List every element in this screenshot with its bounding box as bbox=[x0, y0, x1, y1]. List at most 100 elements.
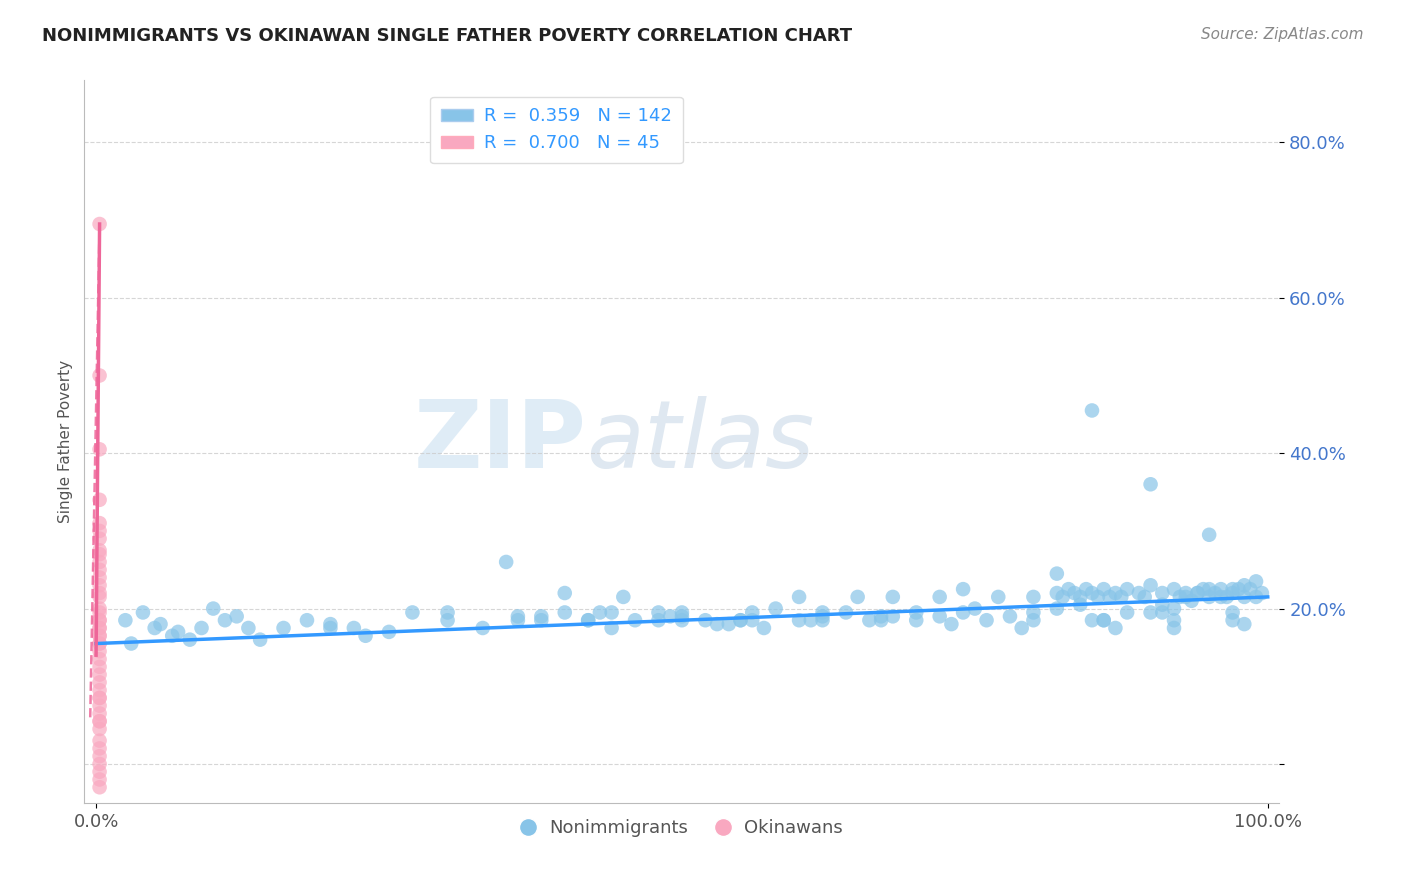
Point bbox=[1098, 590, 1121, 604]
Point bbox=[89, 749, 111, 764]
Point bbox=[811, 613, 834, 627]
Point bbox=[963, 601, 986, 615]
Point bbox=[1046, 566, 1069, 581]
Point bbox=[238, 621, 260, 635]
Point bbox=[1163, 582, 1185, 596]
Point bbox=[717, 617, 740, 632]
Point bbox=[987, 590, 1010, 604]
Point bbox=[89, 613, 111, 627]
Point bbox=[1244, 590, 1267, 604]
Point bbox=[89, 644, 111, 658]
Point bbox=[811, 606, 834, 620]
Point bbox=[1192, 582, 1215, 596]
Point bbox=[1139, 477, 1161, 491]
Point bbox=[1139, 606, 1161, 620]
Point bbox=[89, 601, 111, 615]
Point bbox=[89, 629, 111, 643]
Point bbox=[319, 617, 342, 632]
Point bbox=[1128, 586, 1150, 600]
Point bbox=[1069, 590, 1091, 604]
Point bbox=[190, 621, 212, 635]
Point bbox=[89, 706, 111, 721]
Point bbox=[89, 563, 111, 577]
Point bbox=[1087, 590, 1109, 604]
Point bbox=[1092, 582, 1115, 596]
Point bbox=[941, 617, 963, 632]
Point bbox=[89, 636, 111, 650]
Point bbox=[671, 613, 693, 627]
Point bbox=[179, 632, 201, 647]
Point bbox=[89, 586, 111, 600]
Point bbox=[858, 613, 880, 627]
Point bbox=[319, 621, 342, 635]
Point bbox=[89, 590, 111, 604]
Point bbox=[952, 582, 974, 596]
Point bbox=[89, 690, 111, 705]
Point bbox=[506, 613, 529, 627]
Point bbox=[89, 698, 111, 713]
Point bbox=[1198, 590, 1220, 604]
Point bbox=[1081, 403, 1104, 417]
Point bbox=[89, 714, 111, 729]
Point bbox=[695, 613, 717, 627]
Point bbox=[706, 617, 728, 632]
Point bbox=[354, 629, 377, 643]
Point bbox=[787, 590, 810, 604]
Point bbox=[295, 613, 318, 627]
Point bbox=[1251, 586, 1274, 600]
Point bbox=[1052, 590, 1074, 604]
Point bbox=[952, 606, 974, 620]
Point bbox=[1216, 590, 1239, 604]
Point bbox=[1104, 621, 1126, 635]
Point bbox=[1116, 582, 1139, 596]
Point bbox=[202, 601, 225, 615]
Point bbox=[1163, 601, 1185, 615]
Point bbox=[273, 621, 295, 635]
Point bbox=[225, 609, 247, 624]
Point bbox=[89, 675, 111, 690]
Point bbox=[882, 590, 904, 604]
Point bbox=[89, 543, 111, 558]
Point bbox=[576, 613, 599, 627]
Point bbox=[1233, 590, 1256, 604]
Point bbox=[554, 606, 576, 620]
Point bbox=[89, 492, 111, 507]
Point bbox=[730, 613, 752, 627]
Point bbox=[378, 624, 401, 639]
Point bbox=[89, 722, 111, 736]
Point bbox=[600, 606, 623, 620]
Point bbox=[89, 217, 111, 231]
Point bbox=[89, 524, 111, 538]
Point bbox=[1233, 617, 1256, 632]
Point bbox=[1187, 586, 1209, 600]
Point bbox=[162, 629, 183, 643]
Point bbox=[846, 590, 869, 604]
Point bbox=[89, 368, 111, 383]
Point bbox=[905, 606, 928, 620]
Point bbox=[89, 621, 111, 635]
Point bbox=[114, 613, 136, 627]
Point bbox=[1092, 613, 1115, 627]
Point bbox=[401, 606, 423, 620]
Point bbox=[89, 733, 111, 747]
Point bbox=[1104, 586, 1126, 600]
Point bbox=[1239, 582, 1261, 596]
Point bbox=[998, 609, 1021, 624]
Point bbox=[1222, 586, 1244, 600]
Point bbox=[89, 714, 111, 729]
Point bbox=[89, 652, 111, 666]
Point bbox=[671, 606, 693, 620]
Point bbox=[167, 624, 190, 639]
Point bbox=[1011, 621, 1033, 635]
Point bbox=[89, 636, 111, 650]
Point bbox=[647, 606, 669, 620]
Point bbox=[671, 609, 693, 624]
Point bbox=[659, 609, 682, 624]
Point bbox=[1046, 601, 1069, 615]
Text: ZIP: ZIP bbox=[413, 395, 586, 488]
Point bbox=[471, 621, 494, 635]
Point bbox=[1022, 613, 1045, 627]
Point bbox=[1174, 586, 1197, 600]
Point bbox=[89, 532, 111, 546]
Point bbox=[1081, 586, 1104, 600]
